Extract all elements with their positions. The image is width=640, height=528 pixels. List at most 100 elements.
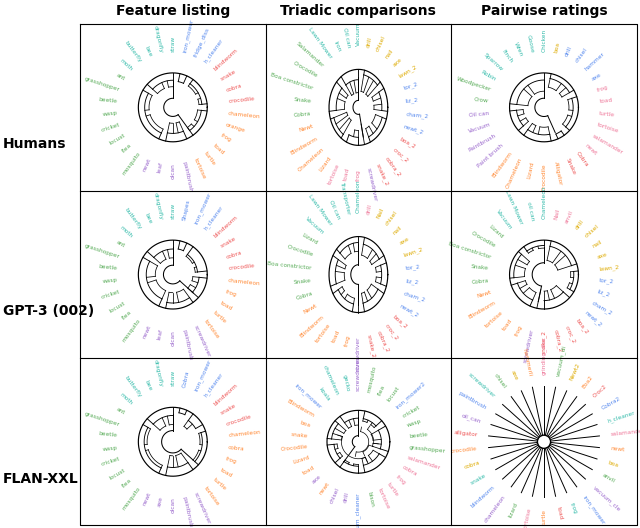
Text: paintbrush: paintbrush [182, 162, 193, 193]
Text: blindworm: blindworm [470, 485, 496, 509]
Text: GPT-3 (002): GPT-3 (002) [3, 304, 95, 318]
Text: Pairwise ratings: Pairwise ratings [481, 4, 607, 18]
Text: Oil can: Oil can [468, 111, 489, 118]
Text: butterfly: butterfly [123, 208, 142, 231]
Text: straw: straw [170, 35, 175, 52]
Text: iron_mower: iron_mower [182, 18, 195, 53]
Text: Chameleon: Chameleon [356, 180, 361, 213]
Text: leaf: leaf [156, 328, 164, 341]
Text: newt: newt [142, 325, 152, 340]
Text: mosquito: mosquito [367, 365, 377, 393]
Text: grinding_disc: grinding_disc [541, 336, 547, 375]
Text: crocodile: crocodile [228, 263, 255, 271]
Text: toad: toad [599, 98, 613, 104]
Text: cricket: cricket [100, 457, 120, 467]
Text: tortoise: tortoise [204, 318, 221, 340]
Text: Cobra: Cobra [294, 111, 312, 118]
Text: olcan: olcan [170, 163, 175, 179]
Text: liz_2: liz_2 [596, 289, 611, 298]
Circle shape [538, 435, 550, 448]
Text: chisel: chisel [493, 372, 507, 389]
Text: chisel: chisel [328, 487, 340, 505]
Text: boa_2: boa_2 [398, 136, 417, 149]
Text: oil_can: oil_can [460, 412, 481, 424]
Text: Crocodile: Crocodile [541, 163, 547, 191]
Text: Salamander: Salamander [295, 41, 324, 68]
Text: grasshopper: grasshopper [409, 445, 446, 454]
Text: paintbrush: paintbrush [458, 390, 487, 410]
Text: newt: newt [142, 492, 152, 507]
Text: cobra_2: cobra_2 [375, 329, 390, 353]
Text: Lizard: Lizard [292, 455, 311, 465]
Text: chameleon: chameleon [228, 111, 261, 119]
Text: Newt: Newt [476, 289, 492, 299]
Text: alligator: alligator [453, 430, 477, 437]
Text: axe: axe [510, 370, 519, 382]
Text: frog: frog [225, 457, 237, 465]
Text: chameleon: chameleon [228, 278, 261, 286]
Text: beetle: beetle [99, 431, 118, 438]
Text: tortoise: tortoise [484, 310, 504, 329]
Text: gecko: gecko [342, 374, 350, 393]
Text: tortoise: tortoise [596, 122, 620, 134]
Text: iron_mower: iron_mower [293, 383, 323, 410]
Text: screwdriver: screwdriver [467, 372, 496, 399]
Text: newt: newt [611, 446, 625, 452]
Text: beetle: beetle [99, 265, 118, 271]
Text: frog: frog [596, 84, 609, 92]
Text: boa_2: boa_2 [575, 318, 589, 336]
Text: cricket: cricket [100, 289, 120, 300]
Text: locust: locust [108, 467, 126, 480]
Text: flea: flea [377, 384, 386, 397]
Text: cricket: cricket [100, 122, 120, 133]
Text: Oil can: Oil can [328, 199, 341, 220]
Text: Wren: Wren [513, 42, 524, 58]
Text: croc_2: croc_2 [564, 324, 577, 344]
Text: Crocodile: Crocodile [280, 445, 308, 452]
Text: chameleon: chameleon [483, 494, 507, 524]
Text: newt: newt [142, 157, 152, 173]
Text: Crocodile: Crocodile [292, 61, 319, 79]
Text: drill: drill [366, 36, 373, 48]
Text: Blindworm: Blindworm [286, 399, 316, 419]
Text: snake_2: snake_2 [365, 334, 376, 359]
Text: wasp: wasp [102, 111, 118, 117]
Text: screwdriver: screwdriver [356, 356, 361, 391]
Text: paintbrush: paintbrush [182, 496, 193, 527]
Text: wasp: wasp [406, 419, 422, 428]
Text: iron_mower2: iron_mower2 [394, 380, 426, 410]
Text: toad: toad [220, 300, 234, 311]
Text: screwdriver: screwdriver [366, 167, 378, 202]
Text: screwdriver: screwdriver [356, 336, 361, 371]
Text: snake_2: snake_2 [541, 331, 547, 354]
Text: olcan: olcan [170, 331, 175, 346]
Text: wasp: wasp [102, 445, 118, 451]
Text: tortoise: tortoise [315, 323, 333, 344]
Text: bison: bison [367, 491, 374, 507]
Text: frog: frog [220, 133, 232, 143]
Text: ant: ant [115, 407, 126, 416]
Text: Paint brush: Paint brush [476, 143, 504, 168]
Text: Lawn Mower: Lawn Mower [307, 194, 333, 227]
Text: newt_2: newt_2 [403, 124, 424, 136]
Text: newt_2: newt_2 [398, 303, 419, 318]
Text: flea: flea [122, 477, 133, 488]
Text: Blindworm: Blindworm [491, 151, 513, 179]
Text: toad: toad [332, 329, 341, 344]
Text: turtle: turtle [599, 111, 616, 117]
Text: iron_mower: iron_mower [193, 191, 212, 225]
Text: drill: drill [343, 491, 350, 503]
Text: hammerli: hammerli [522, 348, 532, 377]
Text: toad: toad [343, 167, 351, 181]
Text: bee: bee [143, 380, 152, 392]
Text: wasp: wasp [102, 278, 118, 285]
Text: Alligator: Alligator [553, 162, 563, 186]
Text: Crocodile: Crocodile [470, 231, 497, 249]
Text: screwdriver: screwdriver [193, 325, 212, 358]
Text: chameleon: chameleon [228, 430, 261, 438]
Text: Lizard: Lizard [318, 156, 333, 173]
Text: Vacuum: Vacuum [304, 216, 324, 235]
Text: Boa2: Boa2 [581, 374, 594, 389]
Text: paintbrush: paintbrush [182, 328, 193, 361]
Text: salamander: salamander [611, 429, 640, 437]
